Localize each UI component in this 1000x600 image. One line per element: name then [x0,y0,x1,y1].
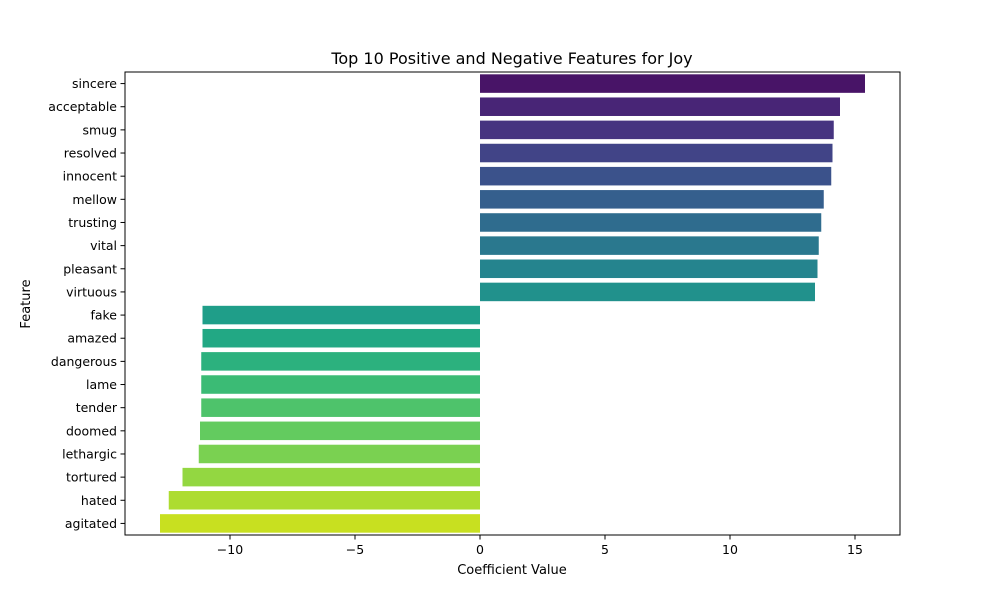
y-tick-label: lethargic [62,446,117,461]
y-tick-label: tortured [66,470,117,485]
y-tick-label: lame [86,377,117,392]
bar-amazed [202,328,480,348]
y-tick-label: acceptable [48,99,117,114]
bar-tender [201,398,480,417]
bar-pleasant [480,259,818,279]
bar-doomed [200,421,480,441]
bar-vital [480,236,819,255]
bar-smug [480,120,834,140]
y-tick-label: virtuous [66,284,117,299]
x-tick-label: 10 [722,542,738,557]
x-axis-label: Coefficient Value [457,563,567,578]
y-tick-label: tender [76,400,118,415]
y-tick-label: sincere [72,76,117,91]
y-tick-label: vital [90,238,117,253]
y-tick-label: smug [82,122,117,137]
y-tick-label: agitated [65,516,117,531]
bar-hated [168,491,480,510]
bar-acceptable [480,97,840,116]
bar-fake [202,305,480,325]
bar-virtuous [480,282,815,302]
bar-sincere [480,74,865,93]
y-tick-label: mellow [72,192,117,207]
bar-resolved [480,143,833,163]
bar-agitated [160,514,480,533]
y-tick-label: pleasant [63,261,117,276]
y-axis-ticks: sincere acceptable smug resolved innocent mel… [48,76,125,531]
y-axis-label: Feature [19,279,34,328]
bar-mellow [480,190,824,209]
y-tick-label: amazed [67,331,117,346]
bar-tortured [182,467,480,487]
x-axis-ticks: −10 −5 0 5 10 15 [217,535,863,557]
y-tick-label: dangerous [51,354,117,369]
chart-title: Top 10 Positive and Negative Features fo… [330,49,692,68]
y-tick-label: trusting [68,215,117,230]
plot-frame [124,71,901,536]
bar-trusting [480,213,822,232]
bars-group [160,74,865,533]
x-tick-label: 5 [601,542,609,557]
x-tick-label: 0 [476,542,484,557]
bar-lame [201,375,480,394]
x-tick-label: −5 [346,542,364,557]
y-tick-label: resolved [64,146,117,161]
bar-innocent [480,166,832,186]
bar-dangerous [201,352,480,371]
bar-lethargic [198,444,480,464]
y-tick-label: doomed [66,423,117,438]
y-tick-label: hated [81,493,117,508]
x-tick-label: 15 [847,542,863,557]
y-tick-label: fake [90,308,117,323]
x-tick-label: −10 [217,542,243,557]
y-tick-label: innocent [63,169,117,184]
